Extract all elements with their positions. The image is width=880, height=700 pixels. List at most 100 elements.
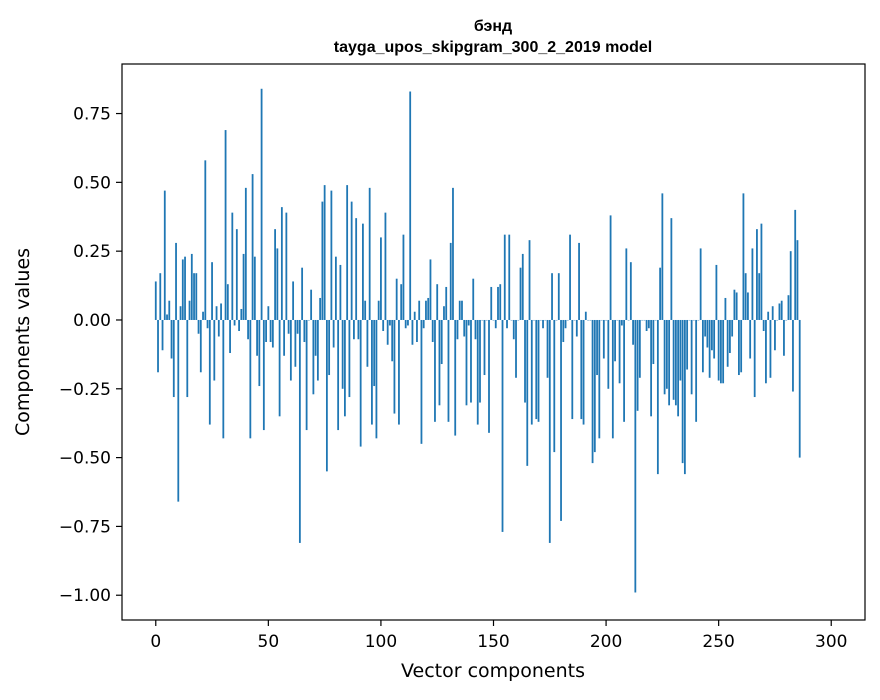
bar <box>756 229 758 320</box>
bar <box>358 320 360 339</box>
bar <box>470 320 472 403</box>
bar <box>646 320 648 331</box>
bar <box>396 279 398 320</box>
bar <box>378 301 380 320</box>
bar <box>299 320 301 543</box>
bar <box>747 292 749 320</box>
y-tick-label: 0.25 <box>73 242 111 262</box>
y-tick-label: 0.50 <box>73 173 111 193</box>
bar <box>792 320 794 392</box>
bar <box>207 320 209 328</box>
bar <box>423 320 425 328</box>
x-tick-label: 50 <box>258 632 280 652</box>
bar <box>468 320 470 326</box>
bar <box>700 248 702 320</box>
bar <box>522 254 524 320</box>
bar <box>175 243 177 320</box>
bar <box>761 224 763 320</box>
bar <box>272 320 274 348</box>
bar <box>526 320 528 466</box>
bar <box>754 320 756 397</box>
bar <box>765 320 767 383</box>
bar <box>324 185 326 320</box>
bar <box>524 320 526 403</box>
bar <box>249 320 251 438</box>
x-tick-label: 100 <box>365 632 397 652</box>
bar <box>256 320 258 356</box>
bar <box>788 295 790 320</box>
bar <box>668 320 670 405</box>
bar <box>621 320 623 326</box>
bar <box>560 320 562 521</box>
bar <box>391 320 393 361</box>
bar <box>634 320 636 592</box>
bar <box>351 202 353 320</box>
bar <box>340 265 342 320</box>
bar <box>614 320 616 361</box>
bar <box>625 248 627 320</box>
bar <box>297 320 299 334</box>
bar <box>227 284 229 320</box>
bar <box>263 320 265 430</box>
bar <box>213 320 215 381</box>
bar <box>254 257 256 320</box>
bar <box>346 185 348 320</box>
bar <box>195 273 197 320</box>
bar <box>209 320 211 425</box>
bar <box>594 320 596 452</box>
bar <box>234 320 236 326</box>
bar <box>218 320 220 337</box>
bar <box>709 320 711 378</box>
y-tick-label: −0.25 <box>59 380 111 400</box>
bar <box>389 320 391 326</box>
bar <box>562 320 564 342</box>
bar <box>637 320 639 411</box>
bar <box>661 193 663 320</box>
bar <box>312 320 314 394</box>
bar <box>576 320 578 337</box>
bar <box>225 130 227 320</box>
bar <box>326 320 328 471</box>
bar <box>441 320 443 364</box>
bar <box>790 251 792 320</box>
bar <box>472 279 474 320</box>
bar <box>722 320 724 383</box>
bar <box>267 306 269 320</box>
bar <box>164 191 166 320</box>
bar <box>245 188 247 320</box>
bar <box>405 320 407 328</box>
bar <box>571 320 573 419</box>
bar <box>535 320 537 419</box>
bar <box>578 243 580 320</box>
bar <box>734 290 736 320</box>
bar <box>691 320 693 394</box>
chart-title: бэнд <box>474 18 512 35</box>
y-axis-label: Components values <box>12 248 34 436</box>
bar <box>321 202 323 320</box>
bar <box>373 320 375 386</box>
bar <box>743 193 745 320</box>
bar <box>189 301 191 320</box>
bar <box>407 320 409 326</box>
bar <box>231 213 233 320</box>
bar <box>166 314 168 320</box>
bar <box>436 284 438 320</box>
bar <box>758 273 760 320</box>
y-tick-label: −0.50 <box>59 449 111 469</box>
bar <box>745 273 747 320</box>
y-tick-label: −0.75 <box>59 517 111 537</box>
bar <box>490 287 492 320</box>
y-tick-label: 0.00 <box>73 311 111 331</box>
bar <box>607 320 609 389</box>
bar <box>306 320 308 430</box>
bar <box>763 320 765 331</box>
bar <box>427 298 429 320</box>
x-tick-label: 0 <box>150 632 161 652</box>
bar <box>371 320 373 425</box>
bar <box>337 320 339 430</box>
bar <box>738 320 740 375</box>
bar <box>157 320 159 372</box>
bar <box>294 320 296 367</box>
bar <box>702 320 704 372</box>
